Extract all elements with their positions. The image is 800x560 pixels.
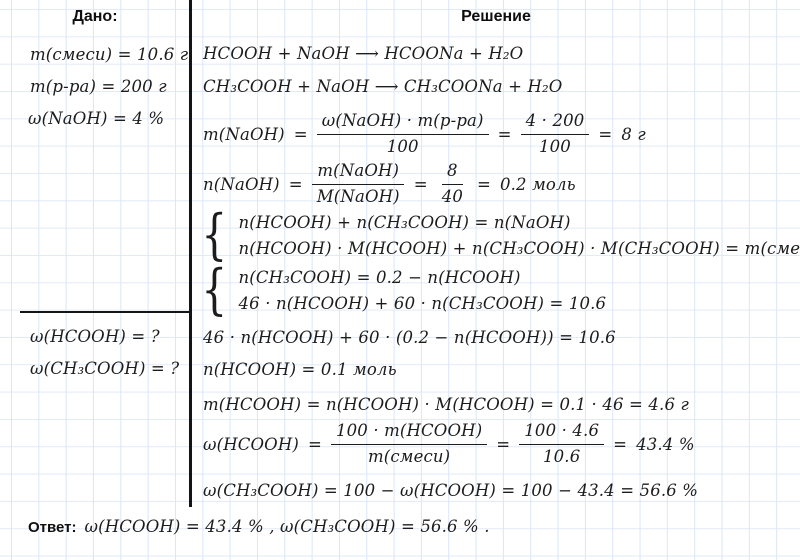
reaction-equation-hcooh: HCOOH + NaOH ⟶ HCOONa + H₂O bbox=[203, 44, 524, 63]
column-divider-line bbox=[189, 0, 192, 507]
equals-sign: = bbox=[613, 434, 628, 454]
answer-line: Ответ: ω(HCOOH) = 43.4 % , ω(CH₃COOH) = … bbox=[28, 517, 490, 536]
fraction-numerator: 100 · m(HCOOH) bbox=[330, 421, 488, 445]
given-find-separator-line bbox=[20, 311, 189, 314]
fraction-numeric: 100 · 4.6 10.6 bbox=[519, 421, 605, 467]
fraction-denominator: 100 bbox=[539, 136, 571, 156]
given-item-omega-naoh: ω(NaOH) = 4 % bbox=[28, 109, 165, 128]
equals-sign: = bbox=[308, 434, 322, 454]
system1-line2: n(HCOOH) · M(HCOOH) + n(CH₃COOH) · M(CH₃… bbox=[238, 238, 800, 258]
fraction-numerator: ω(NaOH) · m(р-ра) bbox=[316, 111, 489, 135]
fraction-numeric: 4 · 200 100 bbox=[520, 111, 590, 157]
answer-label: Ответ: bbox=[28, 519, 77, 536]
omega-hcooh-result: 43.4 % bbox=[636, 434, 695, 454]
fraction-symbolic: ω(NaOH) · m(р-ра) 100 bbox=[316, 111, 489, 157]
reaction-equation-ch3cooh: CH₃COOH + NaOH ⟶ CH₃COONa + H₂O bbox=[203, 77, 563, 96]
mass-naoh-lhs: m(NaOH) bbox=[203, 124, 285, 144]
given-item-mass-mixture: m(смеси) = 10.6 г bbox=[30, 45, 189, 64]
solution-title: Решение bbox=[461, 8, 531, 25]
find-item-omega-ch3cooh: ω(CH₃COOH) = ? bbox=[30, 359, 180, 378]
system2-line1: n(CH₃COOH) = 0.2 − n(HCOOH) bbox=[238, 267, 521, 287]
omega-hcooh-lhs: ω(HCOOH) bbox=[203, 434, 299, 454]
fraction-denominator: M(NaOH) bbox=[316, 186, 400, 206]
system1-line1: n(HCOOH) + n(CH₃COOH) = n(NaOH) bbox=[238, 212, 571, 232]
fraction-denominator: 40 bbox=[441, 186, 464, 206]
fraction-numerator: m(NaOH) bbox=[312, 161, 405, 185]
answer-text: ω(HCOOH) = 43.4 % , ω(CH₃COOH) = 56.6 % … bbox=[84, 517, 490, 536]
system-lines: n(HCOOH) + n(CH₃COOH) = n(NaOH) n(HCOOH)… bbox=[239, 213, 800, 258]
equation-mass-naoh: m(NaOH) = ω(NaOH) · m(р-ра) 100 = 4 · 20… bbox=[203, 111, 646, 157]
fraction-symbolic: m(NaOH) M(NaOH) bbox=[312, 161, 405, 207]
equals-sign: = bbox=[477, 174, 492, 194]
left-brace: { bbox=[201, 258, 228, 321]
equals-sign: = bbox=[293, 124, 308, 144]
equation-substituted: 46 · n(HCOOH) + 60 · (0.2 − n(HCOOH)) = … bbox=[203, 328, 616, 347]
equation-omega-ch3cooh: ω(CH₃COOH) = 100 − ω(HCOOH) = 100 − 43.4… bbox=[203, 481, 699, 500]
fraction-numerator: 100 · 4.6 bbox=[519, 421, 605, 445]
system2-line2: 46 · n(HCOOH) + 60 · n(CH₃COOH) = 10.6 bbox=[238, 293, 607, 313]
equation-system-2: { n(CH₃COOH) = 0.2 − n(HCOOH) 46 · n(HCO… bbox=[197, 258, 607, 321]
equation-mass-hcooh: m(HCOOH) = n(HCOOH) · M(HCOOH) = 0.1 · 4… bbox=[203, 395, 689, 414]
equation-omega-hcooh: ω(HCOOH) = 100 · m(HCOOH) m(смеси) = 100… bbox=[203, 421, 695, 467]
fraction-symbolic: 100 · m(HCOOH) m(смеси) bbox=[330, 421, 488, 467]
given-title: Дано: bbox=[72, 8, 118, 25]
fraction-numerator: 8 bbox=[442, 161, 463, 185]
fraction-denominator: m(смеси) bbox=[368, 446, 451, 466]
equals-sign: = bbox=[413, 174, 428, 194]
equals-sign: = bbox=[496, 434, 511, 454]
result-moles-hcooh: n(HCOOH) = 0.1 моль bbox=[203, 360, 397, 379]
fraction-numerator: 4 · 200 bbox=[520, 111, 590, 135]
find-item-omega-hcooh: ω(HCOOH) = ? bbox=[30, 327, 160, 346]
mass-naoh-result: 8 г bbox=[621, 124, 646, 144]
moles-naoh-lhs: n(NaOH) bbox=[203, 174, 280, 194]
fraction-denominator: 100 bbox=[386, 136, 419, 156]
moles-naoh-result: 0.2 моль bbox=[500, 174, 576, 194]
equation-moles-naoh: n(NaOH) = m(NaOH) M(NaOH) = 8 40 = 0.2 м… bbox=[203, 161, 576, 207]
left-brace: { bbox=[201, 203, 228, 266]
equals-sign: = bbox=[497, 124, 512, 144]
equation-system-1: { n(HCOOH) + n(CH₃COOH) = n(NaOH) n(HCOO… bbox=[197, 203, 800, 266]
given-item-mass-solution: m(р-ра) = 200 г bbox=[30, 77, 167, 96]
fraction-numeric: 8 40 bbox=[437, 161, 468, 207]
equals-sign: = bbox=[598, 124, 613, 144]
system-lines: n(CH₃COOH) = 0.2 − n(HCOOH) 46 · n(HCOOH… bbox=[239, 268, 607, 313]
fraction-denominator: 10.6 bbox=[543, 446, 581, 466]
equals-sign: = bbox=[288, 174, 303, 194]
